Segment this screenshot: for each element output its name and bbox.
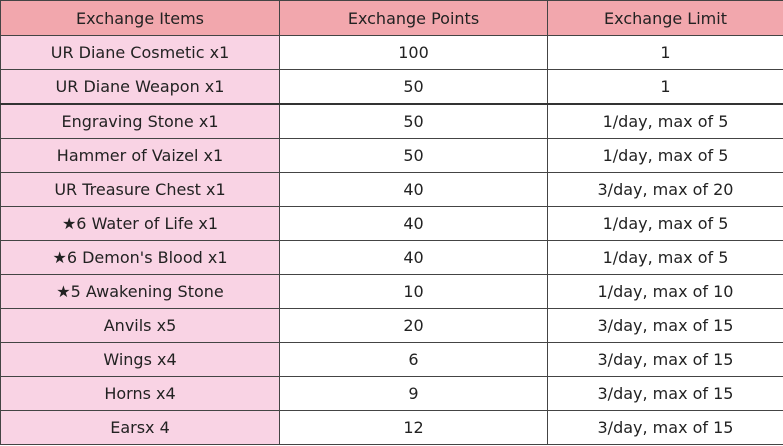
table-row: UR Treasure Chest x1 40 3/day, max of 20 (0, 172, 783, 207)
table-row: UR Diane Cosmetic x1 100 1 (0, 35, 783, 70)
table-header: Exchange Items Exchange Points Exchange … (0, 0, 783, 36)
points-cell: 40 (279, 172, 548, 207)
limit-cell: 3/day, max of 15 (547, 308, 783, 343)
points-cell: 40 (279, 240, 548, 275)
points-cell: 10 (279, 274, 548, 309)
points-cell: 50 (279, 103, 548, 139)
limit-cell: 3/day, max of 20 (547, 172, 783, 207)
limit-cell: 1/day, max of 5 (547, 240, 783, 275)
item-cell: UR Diane Cosmetic x1 (0, 35, 280, 70)
item-cell: ★6 Demon's Blood x1 (0, 240, 280, 275)
header-exchange-limit: Exchange Limit (547, 0, 783, 36)
limit-cell: 1/day, max of 5 (547, 138, 783, 173)
item-cell: ★5 Awakening Stone (0, 274, 280, 309)
table-row: Hammer of Vaizel x1 50 1/day, max of 5 (0, 138, 783, 173)
points-cell: 9 (279, 376, 548, 411)
points-cell: 20 (279, 308, 548, 343)
points-cell: 50 (279, 69, 548, 105)
item-cell: ★6 Water of Life x1 (0, 206, 280, 241)
header-exchange-items: Exchange Items (0, 0, 280, 36)
item-cell: Horns x4 (0, 376, 280, 411)
item-cell: Hammer of Vaizel x1 (0, 138, 280, 173)
table-row: UR Diane Weapon x1 50 1 (0, 69, 783, 105)
header-row: Exchange Items Exchange Points Exchange … (0, 0, 783, 36)
points-cell: 40 (279, 206, 548, 241)
points-cell: 6 (279, 342, 548, 377)
item-cell: Earsx 4 (0, 410, 280, 445)
limit-cell: 3/day, max of 15 (547, 410, 783, 445)
item-cell: Wings x4 (0, 342, 280, 377)
limit-cell: 1/day, max of 10 (547, 274, 783, 309)
limit-cell: 1/day, max of 5 (547, 206, 783, 241)
table-row: Earsx 4 12 3/day, max of 15 (0, 410, 783, 445)
points-cell: 12 (279, 410, 548, 445)
item-cell: UR Diane Weapon x1 (0, 69, 280, 105)
table-row: Engraving Stone x1 50 1/day, max of 5 (0, 103, 783, 139)
item-cell: Engraving Stone x1 (0, 103, 280, 139)
limit-cell: 1/day, max of 5 (547, 103, 783, 139)
table-row: ★6 Demon's Blood x1 40 1/day, max of 5 (0, 240, 783, 275)
header-exchange-points: Exchange Points (279, 0, 548, 36)
points-cell: 100 (279, 35, 548, 70)
limit-cell: 1 (547, 35, 783, 70)
points-cell: 50 (279, 138, 548, 173)
limit-cell: 3/day, max of 15 (547, 342, 783, 377)
table-row: ★5 Awakening Stone 10 1/day, max of 10 (0, 274, 783, 309)
table-row: Wings x4 6 3/day, max of 15 (0, 342, 783, 377)
limit-cell: 1 (547, 69, 783, 105)
item-cell: UR Treasure Chest x1 (0, 172, 280, 207)
table-body: UR Diane Cosmetic x1 100 1 UR Diane Weap… (0, 35, 783, 445)
table-row: Horns x4 9 3/day, max of 15 (0, 376, 783, 411)
item-cell: Anvils x5 (0, 308, 280, 343)
table-row: ★6 Water of Life x1 40 1/day, max of 5 (0, 206, 783, 241)
limit-cell: 3/day, max of 15 (547, 376, 783, 411)
table-row: Anvils x5 20 3/day, max of 15 (0, 308, 783, 343)
